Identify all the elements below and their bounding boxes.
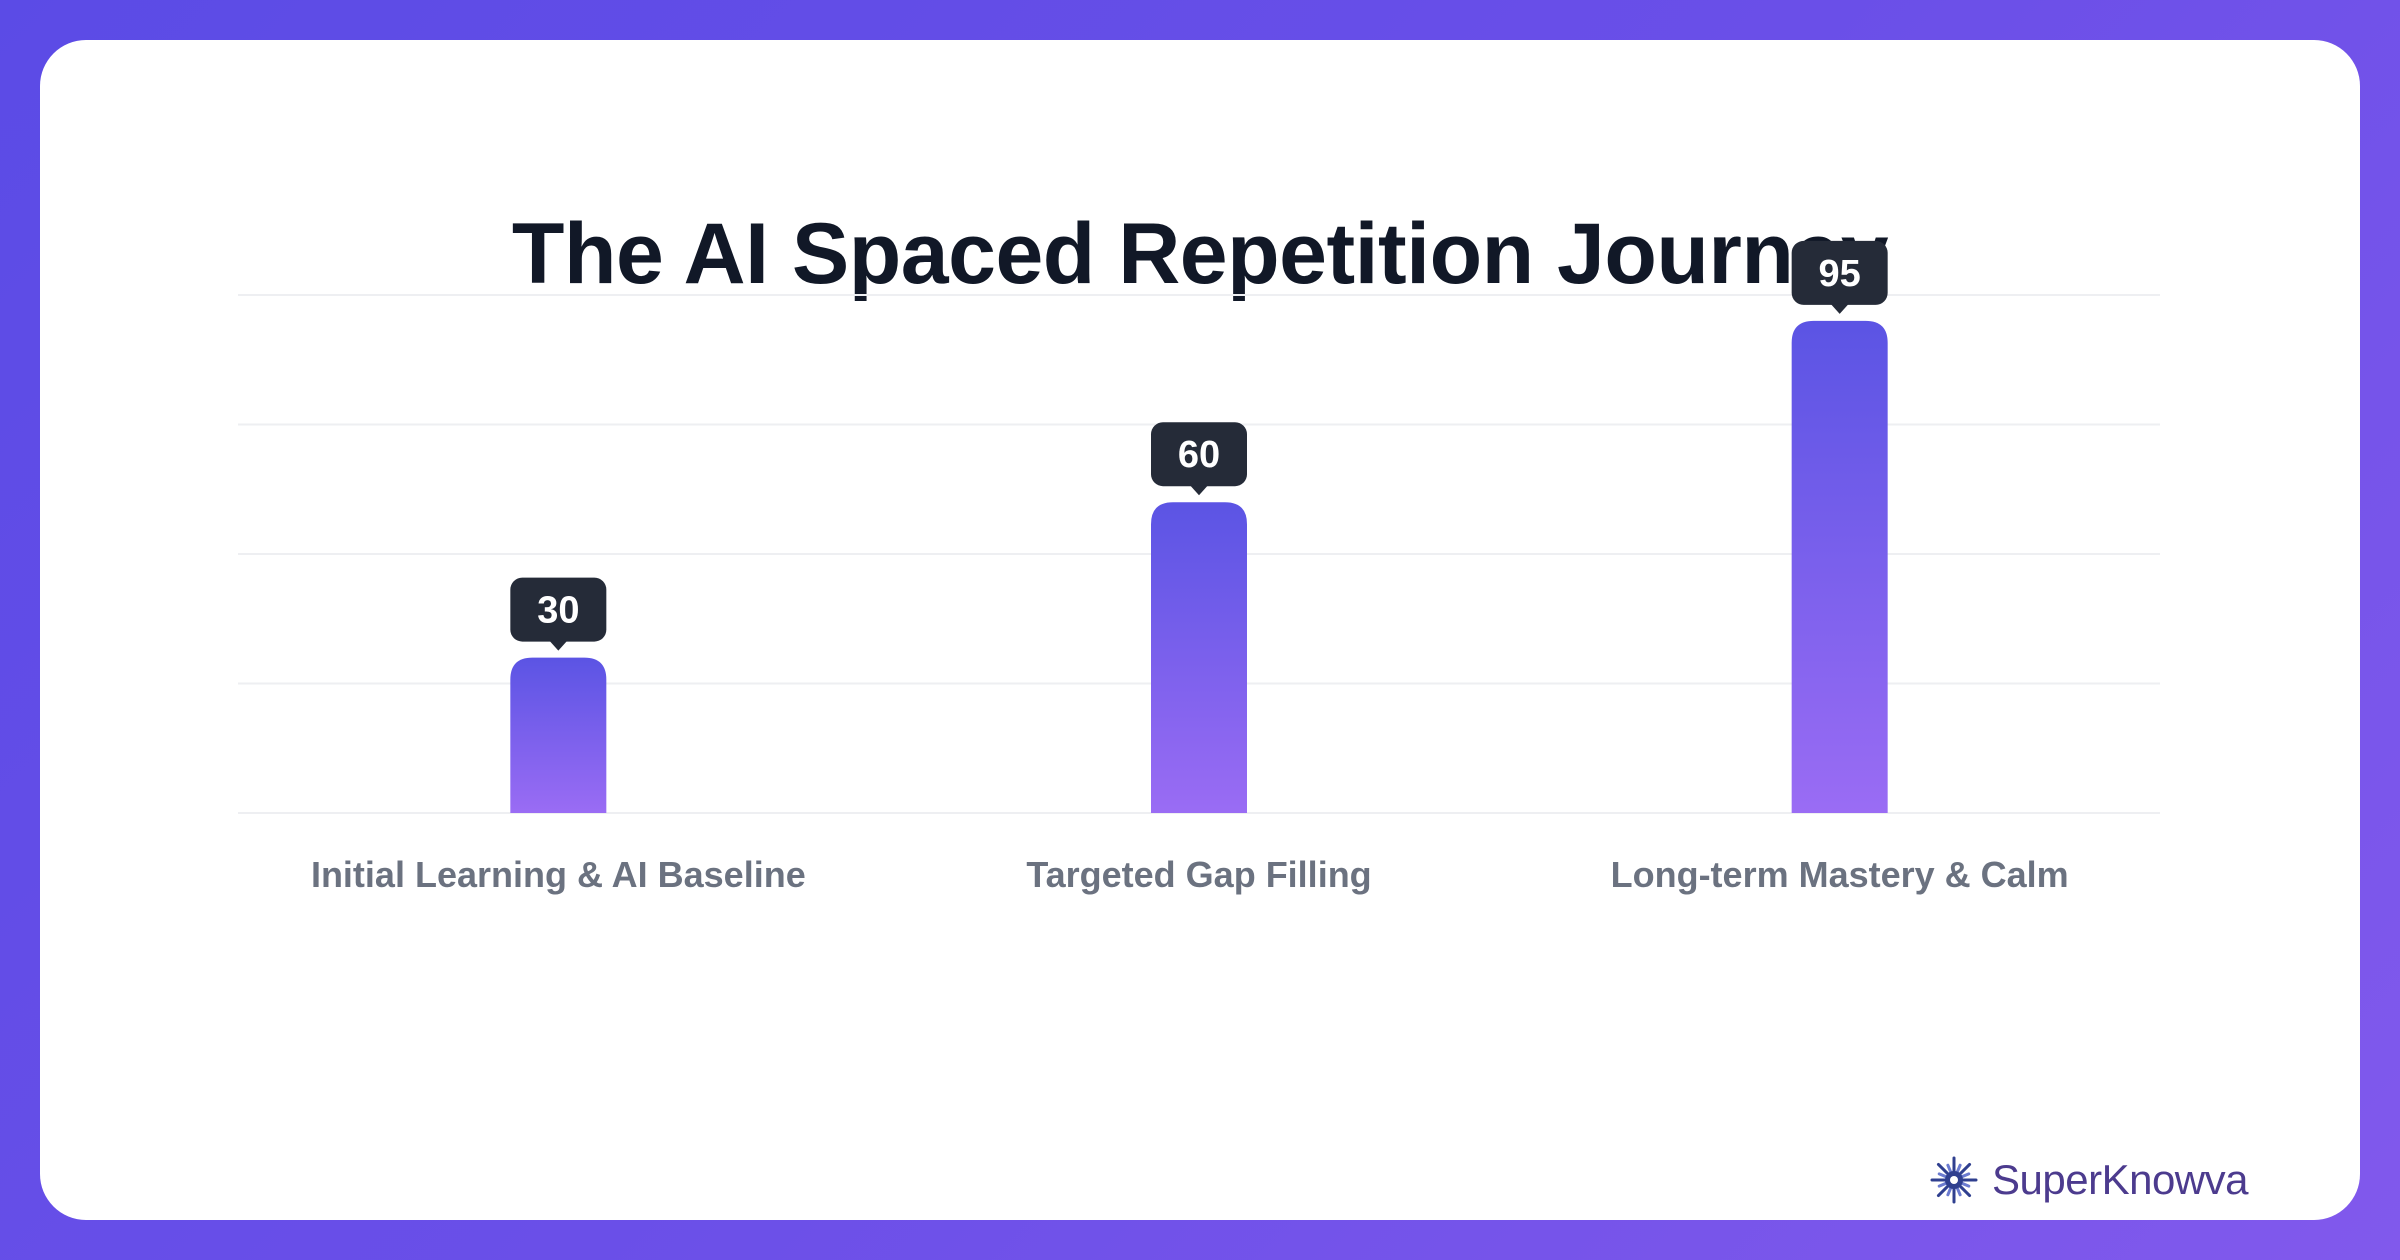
value-label-text: 95 [1819,253,1861,295]
sunburst-ray [1946,1185,1953,1197]
bars [510,320,1888,813]
bar [1151,502,1247,813]
chart-title: The AI Spaced Repetition Journey [511,206,1889,302]
category-label: Initial Learning & AI Baseline [311,854,806,895]
sunburst-ray [1958,1184,1972,1198]
value-label-pointer [1830,303,1849,314]
sunburst-logo-icon [1930,1156,1978,1204]
value-label-text: 30 [537,590,579,632]
sunburst-ray [1959,1172,1971,1179]
value-labels: 30 60 95 [510,240,1888,651]
sunburst-ray [1936,1184,1950,1198]
value-label-pointer [1190,485,1208,496]
value-label-bubble [510,577,607,642]
sunburst-ray [1955,1185,1962,1197]
sunburst-ray [1946,1163,1953,1175]
brand-name: SuperKnowva [1992,1156,2249,1203]
sunburst-ray [1937,1181,1949,1188]
bar [510,657,607,813]
category-label: Long-term Mastery & Calm [1611,854,2069,895]
value-label: 60 [1151,422,1247,496]
sunburst-ray [1937,1172,1949,1179]
category-labels: Initial Learning & AI Baseline Targeted G… [311,854,2069,895]
sunburst-ray [1959,1181,1971,1188]
value-label-text: 60 [1178,434,1220,476]
sunburst-ray [1955,1163,1962,1175]
category-label: Targeted Gap Filling [1026,854,1371,895]
value-label-pointer [549,640,568,651]
brand-logo: SuperKnowva [1930,1150,2249,1210]
value-label-bubble [1791,240,1888,305]
bar [1791,320,1888,813]
value-label-bubble [1151,422,1247,487]
value-label: 30 [510,577,607,651]
value-label: 95 [1791,240,1888,314]
sunburst-ray [1958,1162,1972,1176]
sunburst-ray [1936,1162,1950,1176]
